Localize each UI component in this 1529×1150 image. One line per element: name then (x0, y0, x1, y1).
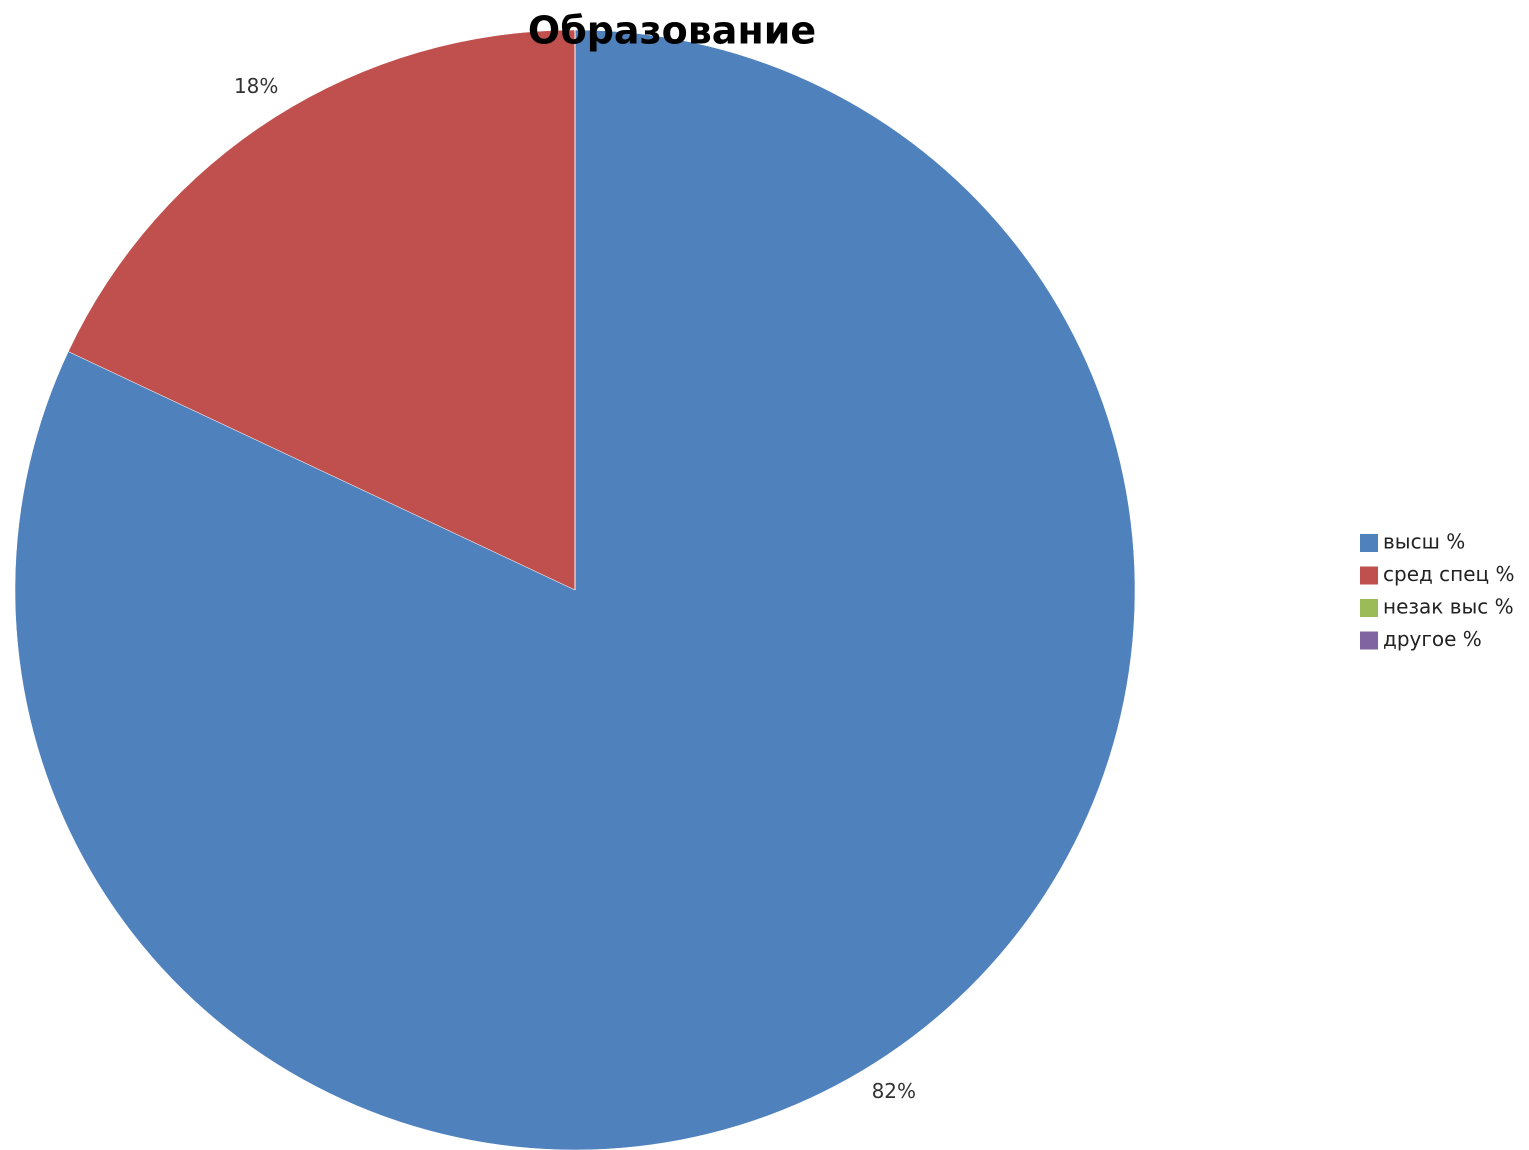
legend-swatch (1360, 599, 1378, 617)
legend-swatch (1360, 534, 1378, 552)
legend-label: сред спец % (1383, 562, 1515, 586)
data-label: 18% (234, 74, 278, 98)
legend-label: другое % (1383, 627, 1482, 651)
data-label: 82% (872, 1079, 916, 1103)
legend-swatch (1360, 566, 1378, 585)
pie-slice (67, 29, 576, 591)
legend-label: незак выс % (1383, 595, 1514, 619)
legend-swatch (1360, 631, 1378, 650)
legend-label: высш % (1383, 530, 1465, 554)
pie (14, 29, 1136, 1150)
chart-title: Образование (528, 9, 816, 53)
